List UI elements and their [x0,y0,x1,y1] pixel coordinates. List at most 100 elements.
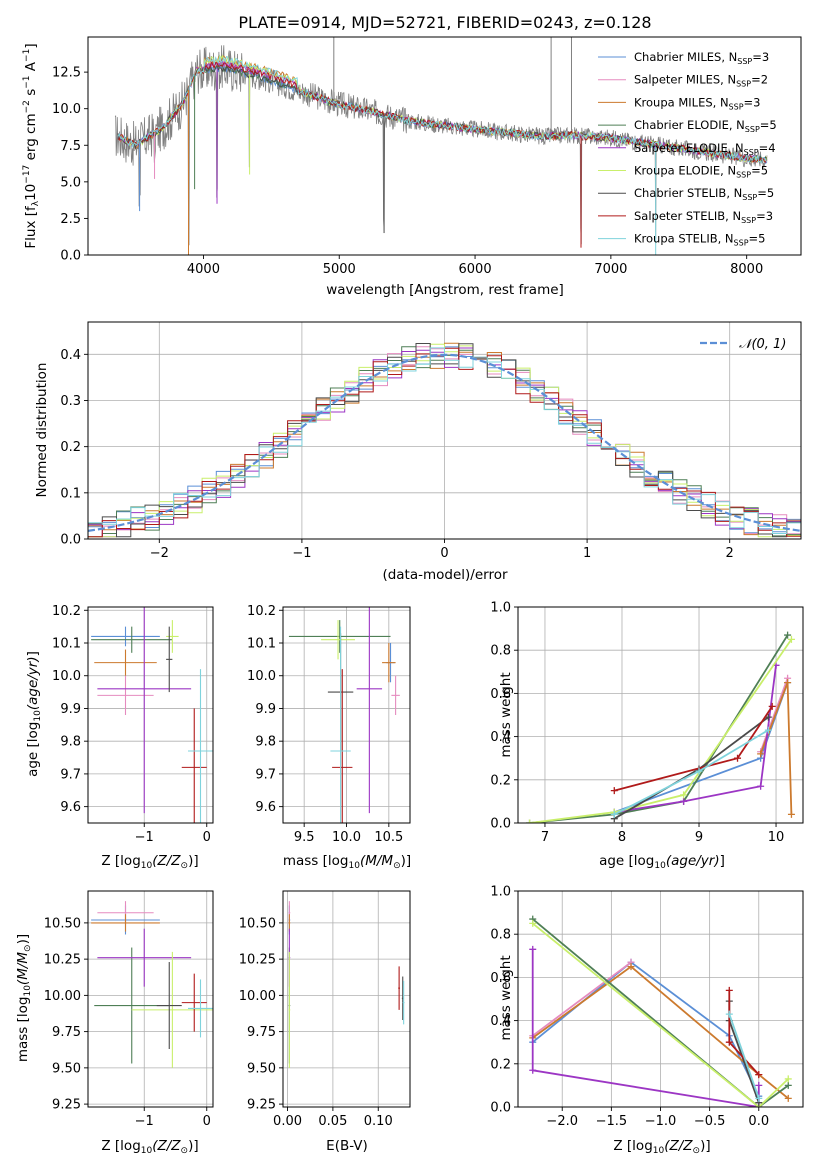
series-chabrier-stelib [610,713,772,823]
series-point-marker [529,945,537,953]
y-tick-label: 0.0 [490,817,511,832]
weight-vs-Z-ylabel: mass weight [498,955,514,1040]
errorbar-salpeter-miles [97,675,154,715]
errorbar-kroupa-stelib [330,626,351,823]
errorbar-kroupa-miles [91,914,160,932]
mass-vs-ebv-xlabel: E(B-V) [326,1138,368,1154]
series-point-marker [610,787,618,795]
errorbar-kroupa-miles [382,643,396,683]
x-tick-label: 0.05 [318,1114,347,1129]
series-point-marker [734,754,742,762]
errorbar-kroupa-stelib [188,979,213,1038]
y-tick-label: 0.2 [490,1057,511,1072]
plot-area [526,631,795,823]
errorbar-kroupa-miles [94,649,157,676]
series-point-marker [610,810,618,818]
legend-nssp-value: =5 [757,186,774,200]
x-tick-label: 0 [203,830,211,845]
weight-vs-age-ylabel: mass weight [498,672,514,757]
axes-frame [87,606,214,824]
series-point-marker [627,963,635,971]
series-point-marker [695,767,703,775]
x-tick-label: 10 [768,830,785,845]
errorbar-chabrier-elodie [288,620,391,653]
y-tick-label: 0.0 [60,533,81,548]
y-tick-label: 1.0 [490,885,511,900]
y-tick-label: 9.7 [60,767,81,782]
series-point-marker [768,702,776,710]
series-point-marker [757,750,765,758]
series-point-marker [787,635,795,643]
y-tick-label: 10.0 [52,102,81,117]
axes-frame [517,890,804,1108]
legend-model-name: Salpeter ELODIE, N [634,141,744,155]
plot-area [91,607,213,823]
legend-ssp-subscript: SSP [742,193,757,202]
y-tick-label: 10.1 [247,637,276,652]
y-tick-label: 1.0 [490,601,511,616]
x-tick-label: −1 [135,830,154,845]
x-tick-label: 8 [618,830,626,845]
y-tick-label: 9.50 [52,1061,81,1076]
plot-area [288,607,400,823]
legend-nssp-value: =5 [751,164,768,178]
mass-vs-Z-xlabel: Z [log10(Z/Z⊙)] [101,1138,198,1156]
legend-entry-kroupa-miles: Kroupa MILES, NSSP=3 [634,95,760,111]
y-tick-label: 10.0 [52,669,81,684]
weight-vs-age-panel: 7 8 9 10 0.0 0.2 0.4 0.6 0.8 1.0 age [log10(age/y… [490,601,804,871]
y-tick-label: 10.1 [52,637,81,652]
y-tick-label: 10.2 [247,604,276,619]
legend-model-name: Chabrier STELIB, N [634,186,742,200]
errorbar-chabrier-stelib [166,626,173,693]
errorbar-salpeter-stelib [181,973,207,1032]
axes-frame [87,321,802,540]
y-tick-label: 9.75 [52,1025,81,1040]
x-tick-label: 2 [726,546,734,561]
weight-vs-Z-panel: −2.0 −1.5 −1.0 −0.5 0.0 0.0 0.2 0.4 0.6 0.8 1.0 Z … [490,885,804,1156]
legend-ssp-subscript: SSP [736,171,751,180]
y-tick-label: 2.5 [60,212,81,227]
series-line [532,922,789,1107]
series-line [728,1013,760,1099]
y-tick-label: 10.25 [239,953,276,968]
series-point-marker [725,1010,733,1018]
y-tick-label: 10.00 [44,989,81,1004]
series-line [532,918,789,1107]
legend-entry-salpeter-elodie: Salpeter ELODIE, NSSP=4 [634,141,776,157]
x-tick-label: 0.10 [364,1114,393,1129]
series-salpeter-elodie [529,945,763,1107]
age-vs-Z-xlabel: Z [log10(Z/Z⊙)] [101,853,198,871]
series-point-marker [725,986,733,994]
weight-vs-age-xlabel: age [log10(age/yr)] [599,853,725,871]
series-point-marker [755,1071,763,1079]
series-kroupa-elodie [526,635,795,823]
y-tick-label: 10.00 [239,989,276,1004]
x-tick-label: 10.5 [374,830,403,845]
age-vs-mass-panel: 9.5 10.0 10.5 9.6 9.7 9.8 9.9 10.0 10.1 10.2 mass… [247,604,411,871]
errorbar-salpeter-stelib [332,669,353,823]
legend-model-name: Chabrier ELODIE, N [634,118,745,132]
plot-area [114,37,768,255]
errorbar-salpeter-miles [391,675,400,715]
x-tick-label: 9 [695,830,703,845]
errorbar-salpeter-stelib [181,708,207,823]
legend-ssp-subscript: SSP [737,57,752,66]
axes-frame [87,890,214,1108]
series-line [613,729,769,816]
errorbar-chabrier-miles [91,626,160,647]
x-tick-label: −0.5 [694,1114,726,1129]
x-tick-label: 8000 [730,262,763,277]
series-line [529,634,789,823]
legend-nssp-value: =3 [756,209,773,223]
errorbar-salpeter-stelib [398,966,401,1010]
y-tick-label: 9.9 [60,702,81,717]
age-vs-Z-panel: −1 0 9.6 9.7 9.8 9.9 10.0 10.1 10.2 Z [log10(Z/Z… [25,604,214,871]
y-tick-label: 10.2 [52,604,81,619]
x-tick-label: 7 [541,830,549,845]
series-point-marker [784,631,792,639]
legend-ssp-subscript: SSP [741,216,756,225]
errorbar-salpeter-elodie [356,607,383,814]
axes-frame [517,606,804,824]
spectrum-ylabel: Flux [fλ10−17 erg cm−2 s−1 A−1] [22,43,41,248]
